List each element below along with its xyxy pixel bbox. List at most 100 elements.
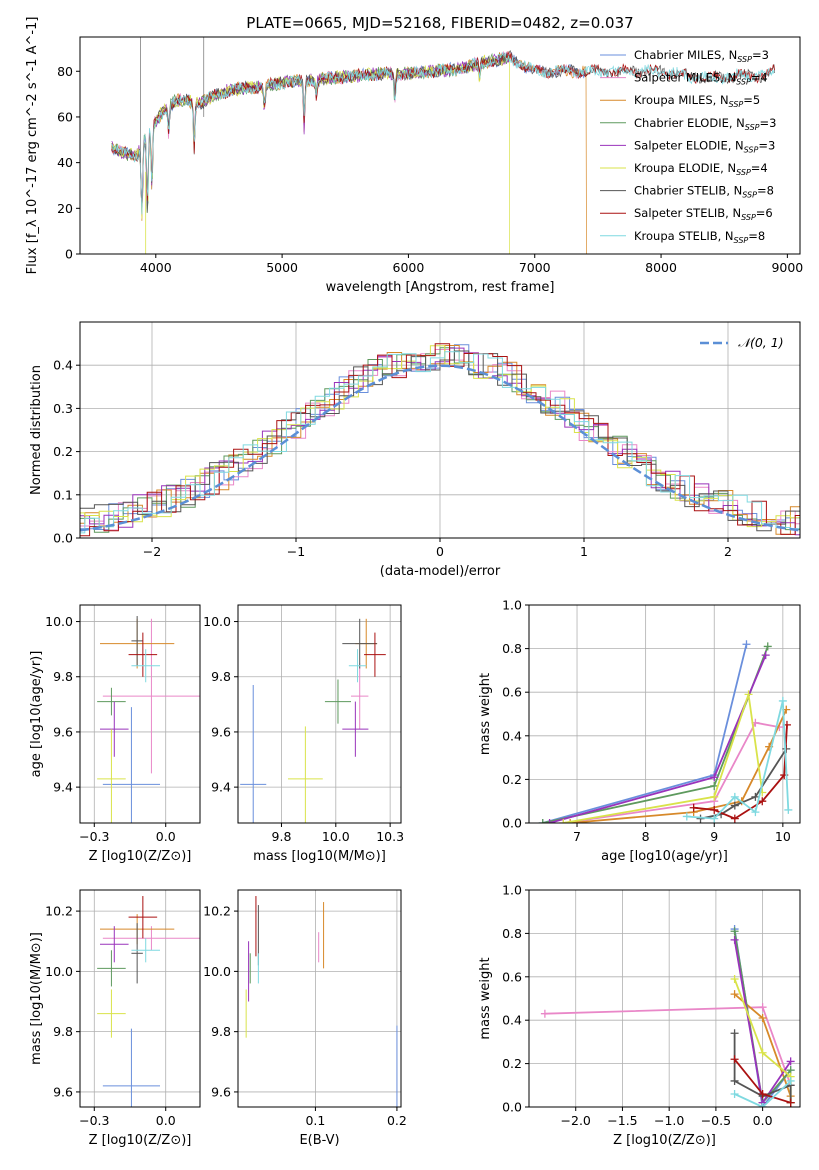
y-tick-label: 10.0 bbox=[203, 964, 231, 979]
weight-marker-salpeter-stelib bbox=[758, 1089, 767, 1098]
y-tick-label: 0.2 bbox=[502, 772, 522, 787]
legend: Chabrier MILES, NSSP=3 Salpeter MILES, NS… bbox=[600, 48, 776, 245]
weight-marker-salpeter-stelib bbox=[730, 814, 739, 823]
y-axis-label: mass weight bbox=[478, 957, 493, 1039]
errorbar-salpeter-stelib bbox=[128, 896, 158, 939]
x-axis-label: mass [log10(M/M⊙)] bbox=[253, 849, 386, 864]
legend-entry: Chabrier MILES, NSSP=3 bbox=[634, 48, 769, 64]
y-tick-label: 1.0 bbox=[502, 598, 522, 613]
x-tick-label: 9 bbox=[710, 829, 718, 844]
weight-marker-kroupa-stelib bbox=[758, 1103, 767, 1107]
y-axis-label: mass [log10(M/M⊙)] bbox=[29, 932, 44, 1065]
plot-area bbox=[538, 640, 793, 823]
errorbar-chabrier-stelib bbox=[131, 923, 143, 984]
errorbar-kroupa-elodie bbox=[97, 989, 126, 1038]
x-tick-label: 4000 bbox=[140, 260, 172, 275]
x-tick-label: 2 bbox=[724, 544, 732, 559]
legend-entry: Kroupa MILES, NSSP=5 bbox=[634, 93, 760, 109]
y-tick-label: 10.0 bbox=[203, 614, 231, 629]
x-axis-label: (data-model)/error bbox=[380, 564, 501, 579]
x-axis-label: Z [log10(Z/Z⊙)] bbox=[613, 1133, 716, 1148]
x-axis-label: Z [log10(Z/Z⊙)] bbox=[89, 1133, 192, 1148]
x-tick-label: −0.3 bbox=[79, 1113, 109, 1128]
panel-residuals: −2 −1 0 1 2 0.0 0.1 0.2 0.3 0.4 (data-model)/error… bbox=[29, 321, 801, 579]
errorbar-chabrier-miles bbox=[102, 1028, 160, 1107]
weight-marker-chabrier-elodie bbox=[538, 819, 547, 823]
x-tick-label: −1 bbox=[287, 544, 305, 559]
y-tick-label: 9.8 bbox=[53, 669, 73, 684]
y-tick-label: 0.8 bbox=[502, 926, 522, 941]
y-tick-label: 10.2 bbox=[45, 904, 73, 919]
y-tick-label: 0.4 bbox=[502, 1013, 522, 1028]
panel-massweight-vs-age: 7 8 9 10 0.0 0.2 0.4 0.6 0.8 1.0 age [log10(age/yr… bbox=[478, 598, 801, 864]
weight-marker-kroupa-stelib bbox=[786, 1076, 795, 1085]
plot-area bbox=[97, 896, 200, 1107]
errorbar-kroupa-stelib bbox=[348, 649, 367, 683]
errorbar-salpeter-elodie bbox=[100, 926, 129, 963]
y-tick-label: 0.1 bbox=[53, 487, 73, 502]
x-tick-label: 9.8 bbox=[272, 829, 292, 844]
weight-marker-chabrier-elodie bbox=[730, 927, 739, 936]
x-tick-label: 1 bbox=[580, 544, 588, 559]
x-tick-label: −1.0 bbox=[654, 1113, 684, 1128]
y-axis-label: age [log10(age/yr)] bbox=[29, 651, 44, 778]
y-tick-label: 0.2 bbox=[502, 1056, 522, 1071]
y-tick-label: 20 bbox=[57, 201, 73, 216]
legend-entry: Kroupa STELIB, NSSP=8 bbox=[634, 229, 765, 245]
panel-age-vs-Z: −0.3 0.0 9.4 9.6 9.8 10.0 Z [log10(Z/Z⊙)] age [… bbox=[29, 604, 201, 864]
weight-marker-kroupa-stelib bbox=[751, 808, 760, 817]
axes-frame bbox=[79, 889, 201, 1108]
plot-area bbox=[97, 616, 200, 823]
histogram-salpeter-elodie bbox=[80, 347, 800, 536]
plot-area bbox=[80, 343, 800, 537]
y-tick-label: 0.6 bbox=[502, 969, 522, 984]
weight-marker-kroupa-stelib bbox=[730, 1089, 739, 1098]
errorbar-salpeter-miles bbox=[102, 926, 200, 951]
spectrum-line-kroupa-elodie bbox=[111, 54, 510, 254]
y-tick-label: 0.4 bbox=[502, 728, 522, 743]
weight-marker-kroupa-stelib bbox=[784, 805, 793, 814]
weight-marker-kroupa-elodie bbox=[730, 974, 739, 983]
y-tick-label: 10.0 bbox=[45, 964, 73, 979]
y-axis-label: mass weight bbox=[478, 673, 493, 755]
y-tick-label: 40 bbox=[57, 155, 73, 170]
weight-marker-salpeter-elodie bbox=[545, 819, 554, 823]
plot-area bbox=[540, 925, 795, 1107]
x-tick-label: −2 bbox=[143, 544, 161, 559]
legend-entry: Chabrier STELIB, NSSP=8 bbox=[634, 184, 774, 200]
y-tick-label: 9.6 bbox=[211, 1084, 231, 1099]
legend-entry: Kroupa ELODIE, NSSP=4 bbox=[634, 161, 768, 177]
y-tick-label: 1.0 bbox=[502, 883, 522, 898]
x-tick-label: 10.3 bbox=[376, 829, 404, 844]
histogram-salpeter-miles bbox=[80, 349, 800, 531]
x-axis-label: wavelength [Angstrom, rest frame] bbox=[326, 280, 555, 295]
weight-marker-chabrier-elodie bbox=[763, 642, 772, 651]
y-tick-label: 0 bbox=[65, 247, 73, 262]
legend-entry: Salpeter STELIB, NSSP=6 bbox=[634, 206, 773, 222]
weight-line-salpeter-miles bbox=[563, 721, 780, 823]
weight-line-kroupa-stelib bbox=[686, 700, 790, 820]
weight-marker-kroupa-miles bbox=[566, 819, 575, 823]
weight-marker-kroupa-elodie bbox=[559, 819, 568, 823]
weight-marker-kroupa-elodie bbox=[758, 1048, 767, 1057]
errorbar-kroupa-elodie bbox=[97, 729, 126, 823]
weight-marker-salpeter-elodie bbox=[786, 1057, 795, 1066]
figure-title: PLATE=0665, MJD=52168, FIBERID=0482, z=0… bbox=[246, 14, 633, 32]
weight-line-kroupa-elodie bbox=[563, 694, 764, 823]
y-tick-label: 0.0 bbox=[53, 531, 73, 546]
x-tick-label: 10 bbox=[775, 829, 791, 844]
errorbar-chabrier-stelib bbox=[342, 618, 378, 669]
y-tick-label: 0.0 bbox=[502, 816, 522, 831]
legend-entry: Salpeter ELODIE, NSSP=3 bbox=[634, 138, 775, 154]
spectrum-line-kroupa-stelib bbox=[111, 51, 776, 215]
histogram-chabrier-stelib bbox=[80, 350, 800, 534]
plot-area bbox=[245, 896, 398, 1107]
y-axis-label: Normed distribution bbox=[29, 365, 44, 495]
y-tick-label: 9.6 bbox=[53, 1084, 73, 1099]
axes-frame bbox=[528, 604, 801, 824]
weight-marker-salpeter-miles bbox=[540, 1009, 549, 1018]
weight-marker-kroupa-miles bbox=[730, 990, 739, 999]
legend-entry: Salpeter MILES, NSSP=4 bbox=[634, 71, 768, 87]
weight-marker-salpeter-elodie bbox=[730, 935, 739, 944]
y-tick-label: 9.4 bbox=[211, 780, 231, 795]
